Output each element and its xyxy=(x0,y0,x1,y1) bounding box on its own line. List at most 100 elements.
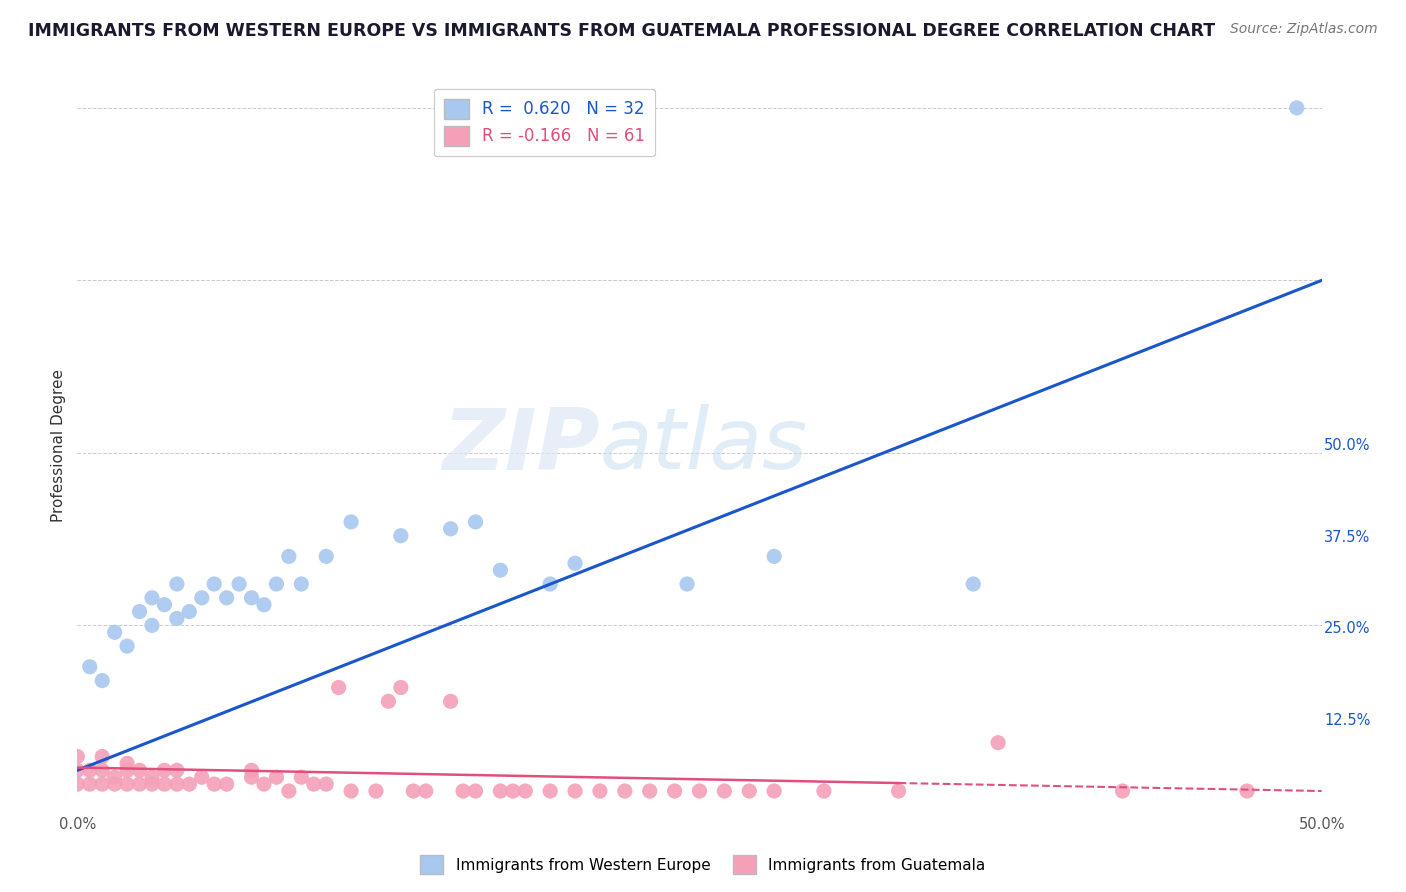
Point xyxy=(253,598,276,612)
Point xyxy=(464,515,486,529)
Point xyxy=(91,673,114,688)
Point xyxy=(589,784,612,798)
Point xyxy=(440,694,463,708)
Text: 25.0%: 25.0% xyxy=(1324,622,1371,636)
Point xyxy=(179,777,201,791)
Point xyxy=(489,784,512,798)
Point xyxy=(141,591,163,605)
Point xyxy=(115,764,138,778)
Text: 12.5%: 12.5% xyxy=(1324,713,1371,728)
Point xyxy=(689,784,711,798)
Point xyxy=(315,777,337,791)
Point xyxy=(91,764,114,778)
Point xyxy=(166,577,188,591)
Point xyxy=(763,784,786,798)
Point xyxy=(538,784,561,798)
Y-axis label: Professional Degree: Professional Degree xyxy=(51,369,66,523)
Point xyxy=(228,577,250,591)
Point xyxy=(340,515,363,529)
Point xyxy=(502,784,524,798)
Point xyxy=(91,749,114,764)
Point xyxy=(115,777,138,791)
Point xyxy=(128,605,150,619)
Point xyxy=(166,777,188,791)
Point xyxy=(987,736,1010,750)
Point xyxy=(79,777,101,791)
Point xyxy=(115,756,138,771)
Point xyxy=(1236,784,1258,798)
Point xyxy=(91,777,114,791)
Point xyxy=(141,777,163,791)
Point xyxy=(440,522,463,536)
Point xyxy=(277,549,299,564)
Point xyxy=(141,618,163,632)
Text: 50.0%: 50.0% xyxy=(1324,439,1371,453)
Point xyxy=(1285,101,1308,115)
Point xyxy=(564,784,586,798)
Text: Source: ZipAtlas.com: Source: ZipAtlas.com xyxy=(1230,22,1378,37)
Point xyxy=(240,770,263,784)
Point xyxy=(415,784,437,798)
Point xyxy=(166,764,188,778)
Point xyxy=(240,591,263,605)
Point xyxy=(79,660,101,674)
Point xyxy=(66,749,89,764)
Point xyxy=(389,529,412,543)
Point xyxy=(153,764,176,778)
Point xyxy=(377,694,399,708)
Point xyxy=(104,770,127,784)
Point xyxy=(153,777,176,791)
Point xyxy=(302,777,325,791)
Point xyxy=(613,784,636,798)
Point xyxy=(389,681,412,695)
Point xyxy=(464,784,486,798)
Point xyxy=(115,639,138,653)
Point xyxy=(340,784,363,798)
Point xyxy=(191,591,214,605)
Point xyxy=(240,764,263,778)
Point xyxy=(66,777,89,791)
Point xyxy=(153,598,176,612)
Point xyxy=(66,764,89,778)
Point xyxy=(328,681,350,695)
Point xyxy=(538,577,561,591)
Point xyxy=(104,625,127,640)
Point xyxy=(489,563,512,577)
Point xyxy=(962,577,984,591)
Point xyxy=(79,764,101,778)
Point xyxy=(738,784,761,798)
Point xyxy=(515,784,537,798)
Legend: R =  0.620   N = 32, R = -0.166   N = 61: R = 0.620 N = 32, R = -0.166 N = 61 xyxy=(434,88,655,156)
Point xyxy=(266,577,288,591)
Point xyxy=(128,777,150,791)
Point xyxy=(713,784,735,798)
Point xyxy=(202,777,225,791)
Point xyxy=(664,784,686,798)
Point xyxy=(451,784,474,798)
Point xyxy=(887,784,910,798)
Point xyxy=(266,770,288,784)
Point xyxy=(813,784,835,798)
Point xyxy=(763,549,786,564)
Point xyxy=(191,770,214,784)
Point xyxy=(564,557,586,571)
Point xyxy=(253,777,276,791)
Text: atlas: atlas xyxy=(600,404,808,488)
Point xyxy=(315,549,337,564)
Point xyxy=(638,784,661,798)
Legend: Immigrants from Western Europe, Immigrants from Guatemala: Immigrants from Western Europe, Immigran… xyxy=(415,849,991,880)
Point xyxy=(290,770,312,784)
Point xyxy=(215,591,238,605)
Point xyxy=(128,764,150,778)
Point xyxy=(141,770,163,784)
Text: ZIP: ZIP xyxy=(443,404,600,488)
Point xyxy=(215,777,238,791)
Point xyxy=(402,784,425,798)
Point xyxy=(277,784,299,798)
Text: IMMIGRANTS FROM WESTERN EUROPE VS IMMIGRANTS FROM GUATEMALA PROFESSIONAL DEGREE : IMMIGRANTS FROM WESTERN EUROPE VS IMMIGR… xyxy=(28,22,1215,40)
Point xyxy=(1111,784,1133,798)
Point xyxy=(676,577,699,591)
Point xyxy=(166,611,188,625)
Point xyxy=(290,577,312,591)
Point xyxy=(202,577,225,591)
